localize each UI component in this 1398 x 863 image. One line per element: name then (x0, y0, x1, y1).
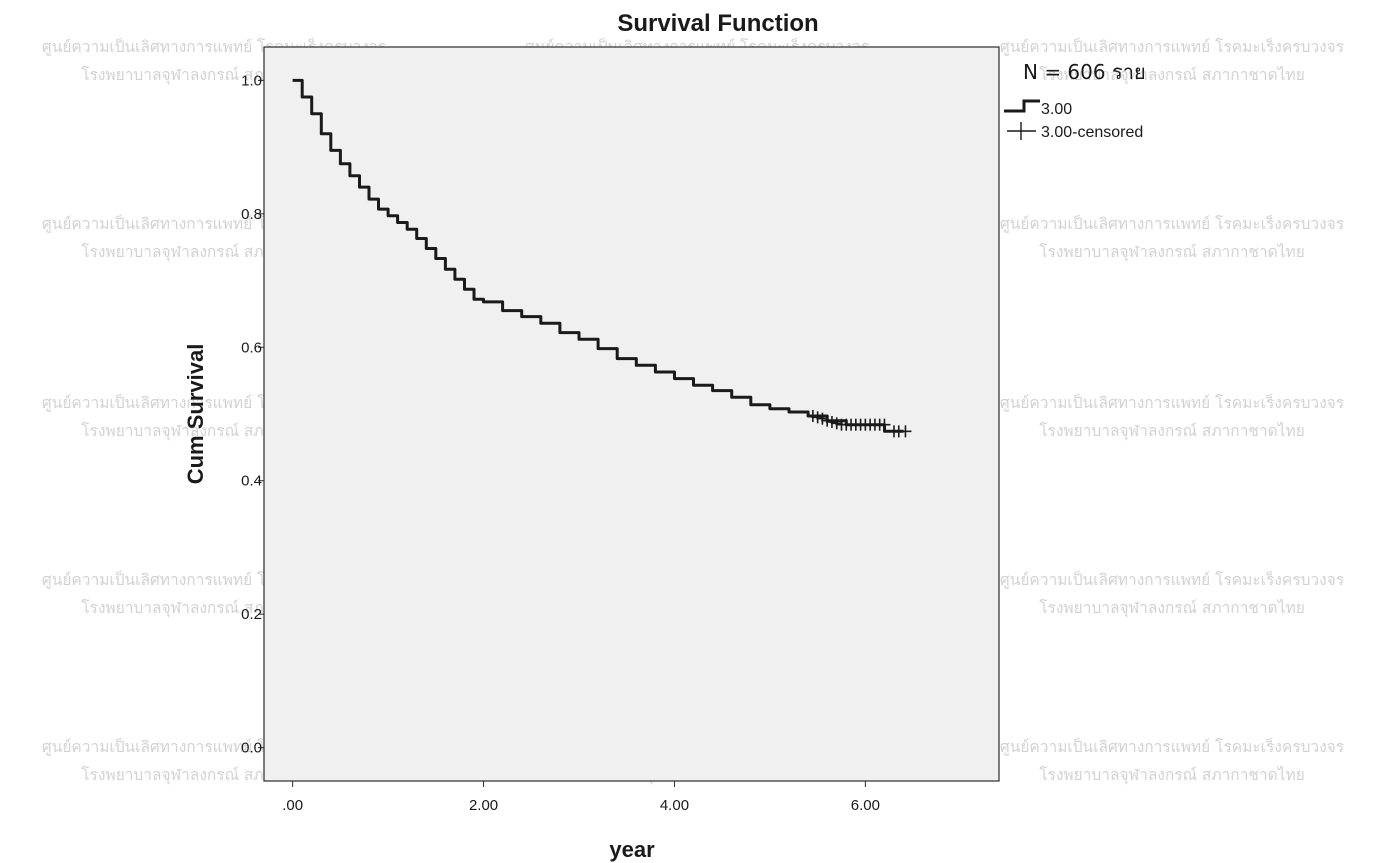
y-tick-label: 0.2 (241, 606, 262, 623)
x-tick-label: 2.00 (469, 797, 498, 814)
watermark-line2: โรงพยาบาลจุฬาลงกรณ์ สภากาชาดไทย (1039, 243, 1305, 262)
chart-annotation: N = 606 ราย (1023, 60, 1146, 84)
watermark-line1: ศูนย์ความเป็นเลิศทางการแพทย์ โรคมะเร็งคร… (1000, 37, 1344, 57)
y-axis-title: Cum Survival (183, 344, 208, 485)
legend-label-series: 3.00 (1041, 101, 1072, 118)
watermark-line1: ศูนย์ความเป็นเลิศทางการแพทย์ โรคมะเร็งคร… (1000, 393, 1344, 413)
axes: .00 2.00 4.00 6.00 0.0 0.2 0.4 0.6 0.8 1.0 (241, 72, 880, 814)
x-tick-label: .00 (282, 797, 303, 814)
censor-marker (878, 418, 891, 431)
watermark-line2: โรงพยาบาลจุฬาลงกรณ์ สภากาชาดไทย (1039, 599, 1305, 618)
series-layer (292, 78, 912, 438)
legend: 3.00 3.00-censored (1004, 99, 1143, 141)
watermark-line2: โรงพยาบาลจุฬาลงกรณ์ สภากาชาดไทย (1039, 422, 1305, 441)
chart-title: Survival Function (617, 10, 818, 37)
survival-step-line (292, 78, 904, 433)
x-axis-title: year (609, 837, 655, 862)
watermark-line2: โรงพยาบาลจุฬาลงกรณ์ สภากาชาดไทย (1039, 66, 1305, 85)
watermark-line1: ศูนย์ความเป็นเลิศทางการแพทย์ โรคมะเร็งคร… (1000, 737, 1344, 757)
x-tick-label: 6.00 (851, 797, 880, 814)
censor-marker (899, 425, 912, 438)
x-tick-label: 4.00 (660, 797, 689, 814)
y-tick-label: 0.4 (241, 473, 262, 490)
y-tick-label: 0.6 (241, 339, 262, 356)
legend-step-symbol (1004, 99, 1040, 113)
y-tick-label: 1.0 (241, 72, 262, 89)
plot-area (263, 46, 1000, 782)
y-tick-label: 0.8 (241, 206, 262, 223)
watermark-line1: ศูนย์ความเป็นเลิศทางการแพทย์ โรคมะเร็งคร… (1000, 570, 1344, 590)
watermark-line2: โรงพยาบาลจุฬาลงกรณ์ สภากาชาดไทย (1039, 766, 1305, 785)
y-tick-label: 0.0 (241, 740, 262, 757)
legend-censor-symbol (1007, 122, 1036, 140)
watermark-line1: ศูนย์ความเป็นเลิศทางการแพทย์ โรคมะเร็งคร… (1000, 214, 1344, 234)
legend-label-censored: 3.00-censored (1041, 124, 1143, 141)
